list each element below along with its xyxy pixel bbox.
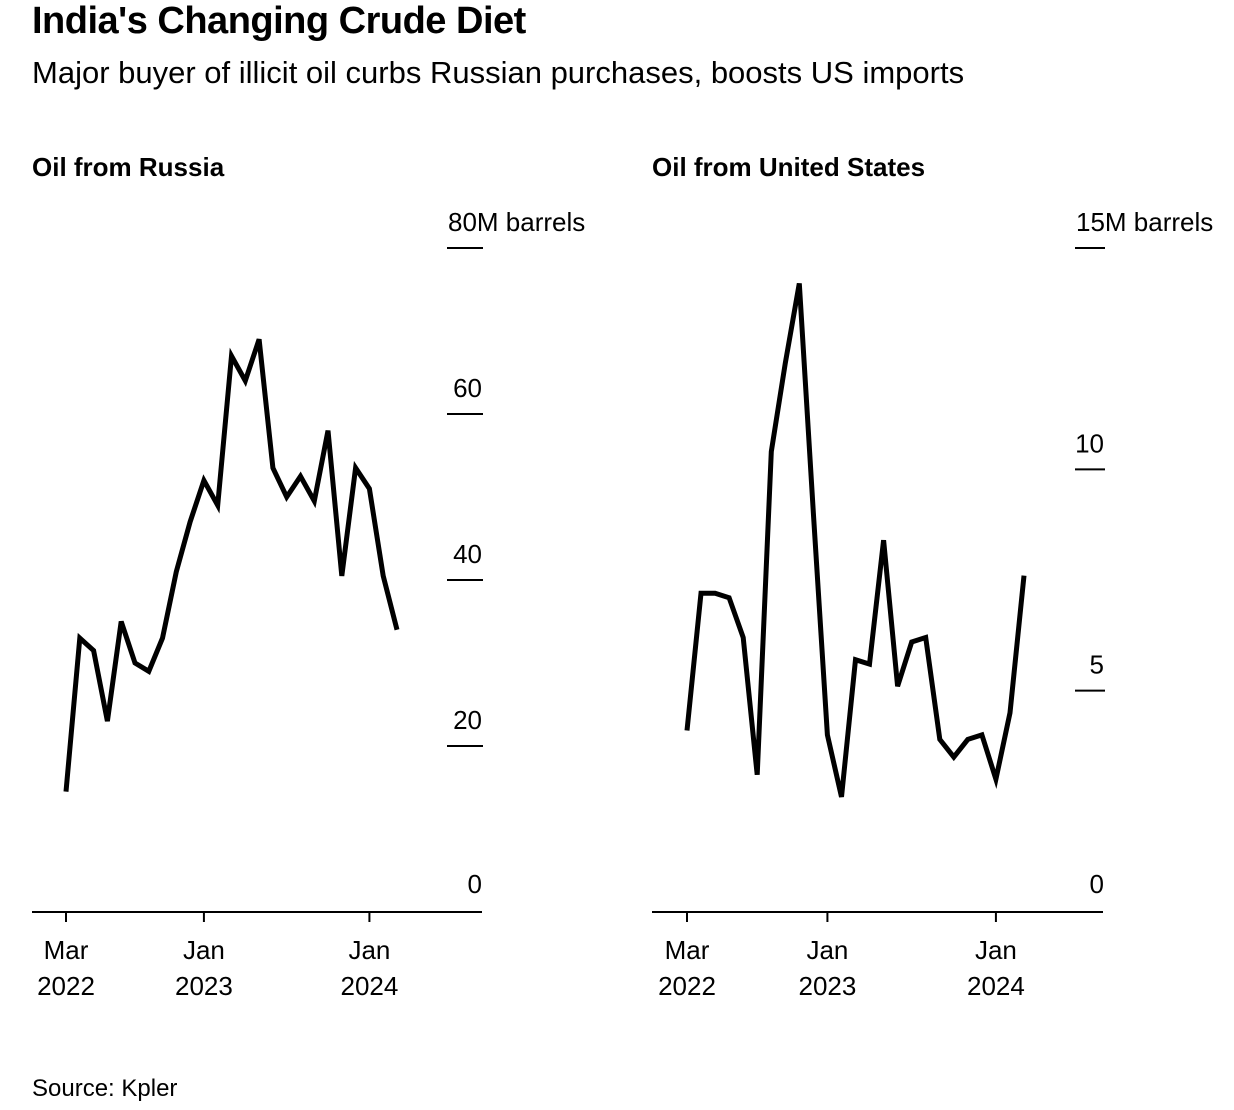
us-panel-title: Oil from United States: [652, 152, 926, 182]
russia-panel-title: Oil from Russia: [32, 152, 225, 182]
russia-chart: 0 20 40 60 80M barrels Mar 2022 Jan 2023 Jan 2024: [32, 207, 585, 1001]
chart-subtitle: Major buyer of illicit oil curbs Russian…: [32, 55, 965, 90]
chart-title: India's Changing Crude Diet: [32, 0, 526, 42]
us-xtick-label-month-2023-01: Jan: [806, 935, 848, 965]
russia-ytick-label-80: 80M barrels: [448, 207, 585, 237]
russia-xtick-label-month-2024-01: Jan: [348, 935, 390, 965]
us-ytick-label-0: 0: [1090, 869, 1104, 899]
us-ytick-label-15: 15M barrels: [1076, 207, 1213, 237]
us-series-line: [684, 282, 1027, 798]
russia-ytick-label-0: 0: [468, 869, 482, 899]
us-xtick-label-year-2022-03: 2022: [658, 971, 716, 1001]
russia-xtick-label-year-2022-03: 2022: [37, 971, 95, 1001]
russia-series-line: [63, 338, 400, 792]
russia-xtick-label-year-2023-01: 2023: [175, 971, 233, 1001]
us-xtick-label-month-2024-01: Jan: [975, 935, 1017, 965]
russia-ytick-label-40: 40: [453, 539, 482, 569]
us-ytick-label-5: 5: [1090, 650, 1104, 680]
russia-xtick-label-year-2024-01: 2024: [340, 971, 398, 1001]
us-xtick-label-month-2022-03: Mar: [665, 935, 710, 965]
russia-xtick-label-month-2022-03: Mar: [44, 935, 89, 965]
us-xtick-label-year-2024-01: 2024: [967, 971, 1025, 1001]
russia-ytick-label-60: 60: [453, 373, 482, 403]
russia-xtick-label-month-2023-01: Jan: [183, 935, 225, 965]
us-ytick-label-10: 10: [1075, 428, 1104, 458]
russia-ytick-label-20: 20: [453, 705, 482, 735]
us-chart: 0 5 10 15M barrels Mar 2022 Jan 2023 Jan 2024: [652, 207, 1213, 1001]
source-note: Source: Kpler: [32, 1075, 178, 1102]
us-xtick-label-year-2023-01: 2023: [798, 971, 856, 1001]
